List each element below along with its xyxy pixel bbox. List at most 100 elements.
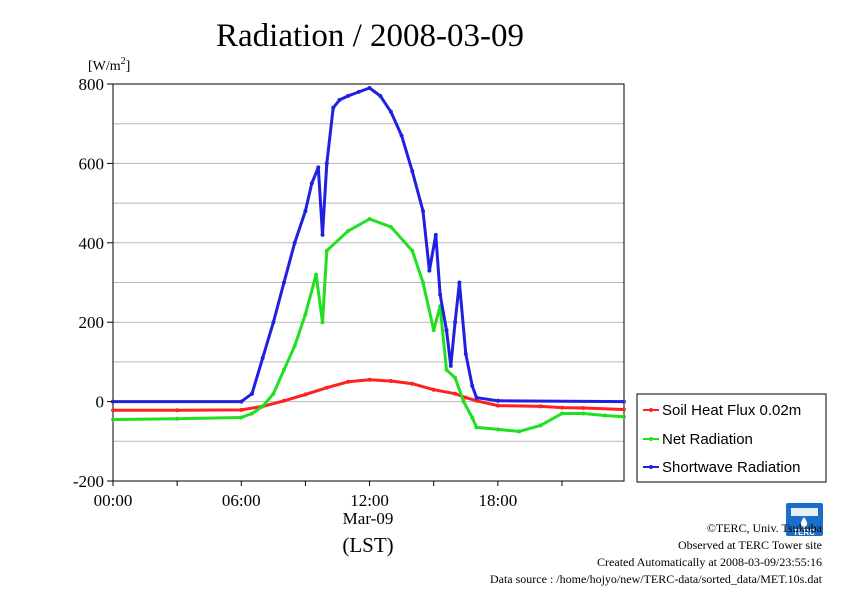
- data-point: [438, 292, 443, 297]
- data-point: [281, 367, 286, 372]
- data-point: [461, 399, 466, 404]
- data-point: [444, 328, 449, 333]
- data-point: [457, 280, 462, 285]
- y-tick-label: 800: [79, 75, 105, 94]
- y-tick-labels: -200 0 200 400 600 800: [73, 75, 113, 491]
- data-point: [410, 248, 415, 253]
- data-point: [309, 181, 314, 186]
- legend-marker-net: [649, 437, 653, 441]
- data-point: [474, 425, 479, 430]
- data-point: [388, 378, 393, 383]
- data-point: [433, 232, 438, 237]
- data-point: [410, 169, 415, 174]
- legend-marker-soil: [649, 408, 653, 412]
- data-point: [444, 367, 449, 372]
- data-point: [292, 240, 297, 245]
- data-point: [495, 398, 500, 403]
- data-point: [517, 429, 522, 434]
- data-point: [581, 405, 586, 410]
- data-point: [367, 377, 372, 382]
- y-tick-label: 200: [79, 313, 105, 332]
- y-tick-label: 0: [96, 393, 105, 412]
- data-point: [448, 363, 453, 368]
- data-point: [260, 404, 265, 409]
- data-point: [474, 395, 479, 400]
- data-point: [320, 232, 325, 237]
- data-point: [249, 411, 254, 416]
- footer-observed: Observed at TERC Tower site: [678, 538, 822, 552]
- data-point: [378, 93, 383, 98]
- data-point: [367, 216, 372, 221]
- data-point: [560, 411, 565, 416]
- data-point: [470, 415, 475, 420]
- data-point: [111, 408, 116, 413]
- data-point: [622, 407, 627, 412]
- data-point: [602, 413, 607, 418]
- data-point: [320, 320, 325, 325]
- data-point: [303, 208, 308, 213]
- data-point: [175, 408, 180, 413]
- data-point: [410, 381, 415, 386]
- series-layer: [111, 86, 627, 434]
- data-point: [453, 320, 458, 325]
- data-point: [463, 395, 468, 400]
- x-axis-label: (LST): [342, 533, 393, 557]
- logo-drop: [801, 517, 807, 528]
- series-line-soil-heat-flux-0-02m: [113, 378, 625, 412]
- x-tick-label: 00:00: [94, 491, 133, 510]
- data-point: [331, 105, 336, 110]
- legend-label-net: Net Radiation: [662, 431, 753, 448]
- data-point: [420, 208, 425, 213]
- data-point: [337, 97, 342, 102]
- data-point: [314, 272, 319, 277]
- data-point: [346, 93, 351, 98]
- series-line-shortwave-radiation: [113, 86, 625, 404]
- data-point: [239, 415, 244, 420]
- data-point: [324, 161, 329, 166]
- data-point: [271, 320, 276, 325]
- y-tick-label: 600: [79, 154, 105, 173]
- terc-logo: TERC: [786, 503, 823, 537]
- data-point: [324, 248, 329, 253]
- x-tick-label: 06:00: [222, 491, 261, 510]
- data-point: [453, 375, 458, 380]
- data-point: [622, 399, 627, 404]
- data-point: [281, 280, 286, 285]
- data-point: [346, 379, 351, 384]
- legend-label-soil: Soil Heat Flux 0.02m: [662, 402, 801, 419]
- data-point: [538, 404, 543, 409]
- data-point: [356, 89, 361, 94]
- data-point: [495, 427, 500, 432]
- plot-frame: [112, 83, 625, 482]
- data-point: [346, 228, 351, 233]
- data-point: [581, 411, 586, 416]
- data-point: [427, 268, 432, 273]
- data-point: [303, 312, 308, 317]
- data-point: [239, 407, 244, 412]
- data-point: [281, 398, 286, 403]
- legend-marker-shortwave: [649, 465, 653, 469]
- data-point: [453, 391, 458, 396]
- y-tick-label: -200: [73, 472, 104, 491]
- footer-copyright: ©TERC, Univ. Tsukuba: [707, 521, 823, 535]
- data-point: [292, 343, 297, 348]
- data-point: [495, 403, 500, 408]
- chart-title: Radiation / 2008-03-09: [216, 18, 524, 54]
- data-point: [622, 414, 627, 419]
- data-point: [420, 280, 425, 285]
- data-point: [324, 385, 329, 390]
- data-point: [470, 383, 475, 388]
- date-label: Mar-09: [343, 509, 394, 528]
- x-tick-labels: 00:00 06:00 12:00 18:00: [94, 481, 563, 510]
- logo-band: [791, 508, 818, 516]
- data-point: [388, 224, 393, 229]
- data-point: [239, 399, 244, 404]
- legend-label-shortwave: Shortwave Radiation: [662, 459, 800, 476]
- data-point: [463, 351, 468, 356]
- footer-source: Data source : /home/hojyo/new/TERC-data/…: [490, 572, 823, 586]
- data-point: [303, 392, 308, 397]
- data-point: [367, 86, 372, 91]
- legend-box: [636, 393, 827, 483]
